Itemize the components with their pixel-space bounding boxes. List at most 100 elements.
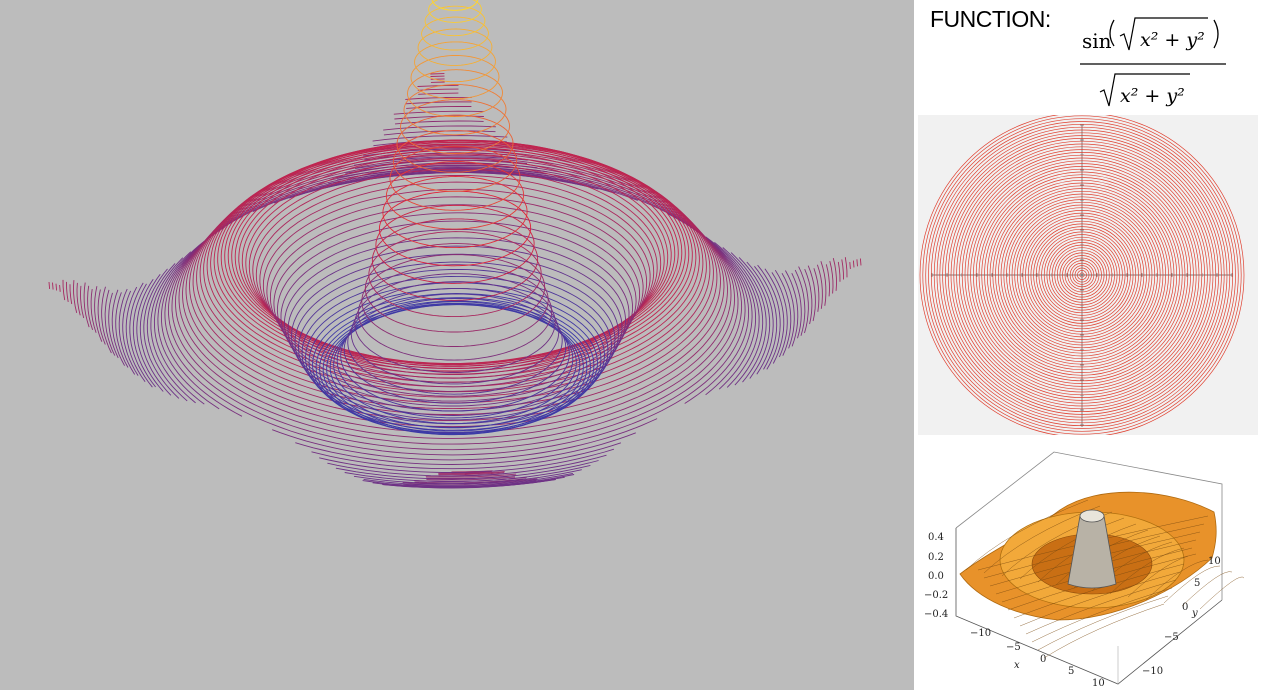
- surface-mesh-line: [1127, 553, 1197, 598]
- contour-ring: [255, 174, 655, 372]
- function-formula: sin x² + y² x² + y²: [1074, 6, 1234, 110]
- surface-peak-top: [1079, 509, 1105, 523]
- contour-ring: [111, 148, 799, 488]
- formula-svg: sin x² + y² x² + y²: [1080, 17, 1226, 107]
- contour-circle: [1054, 247, 1110, 303]
- surface-plot-svg: 0.4 0.2 0.0 −0.2 −0.4 −10 −5 0 5 10 x 10…: [924, 451, 1245, 689]
- contour-ring: [421, 16, 489, 51]
- contour-circle: [1051, 244, 1113, 306]
- contour-ring: [157, 170, 753, 465]
- contour-ring: [294, 261, 616, 421]
- contour-circle: [978, 171, 1186, 379]
- contour-ring: [428, 0, 482, 23]
- contour-ring: [90, 120, 820, 481]
- formula-bottom-radicand: x² + y²: [1120, 85, 1185, 107]
- contour-circle: [1000, 193, 1164, 357]
- contour-circle: [989, 182, 1175, 368]
- contour-circle: [933, 126, 1231, 424]
- contour-ring: [393, 130, 517, 192]
- surface-mesh-line: [1025, 579, 1177, 635]
- contour-circle: [986, 179, 1178, 371]
- contour-ring: [97, 130, 813, 484]
- contour-ring: [125, 162, 785, 488]
- surface-z-tick: 0.4: [928, 532, 944, 543]
- contour-circle: [1041, 234, 1123, 316]
- function-label: FUNCTION:: [930, 6, 1051, 32]
- contour-circle: [919, 115, 1245, 435]
- contour-axes: [931, 124, 1233, 427]
- contour-ring: [241, 153, 669, 365]
- contour-circle: [1043, 236, 1121, 314]
- contour-circle: [1072, 265, 1092, 285]
- contour-lines: [48, 0, 862, 489]
- contour-circle: [1006, 199, 1158, 351]
- formula-sin-text: sin: [1082, 29, 1112, 53]
- contour-circle: [970, 163, 1194, 387]
- contour-ring: [259, 181, 651, 376]
- surface-mesh-line: [965, 499, 1089, 571]
- surface-box-back: [955, 451, 1223, 600]
- contour-circle: [1027, 220, 1137, 330]
- contour-ring: [266, 196, 644, 383]
- surface-x-label: x: [1014, 660, 1020, 671]
- contour-circle: [984, 177, 1180, 373]
- contour-circle: [997, 190, 1167, 360]
- side-panel: FUNCTION: sin x² + y² x² + y²: [914, 0, 1262, 690]
- contour-ring: [122, 159, 788, 489]
- contour-plot-svg: [919, 115, 1245, 435]
- surface-mesh-line: [1037, 595, 1169, 651]
- surface-y-tick: −5: [1164, 632, 1179, 643]
- contour-ring: [276, 220, 634, 397]
- contour-circle: [1035, 228, 1129, 322]
- contour-circle: [992, 185, 1172, 365]
- contour-ring: [424, 5, 486, 37]
- contour-ring: [407, 69, 503, 118]
- contour-ring: [192, 149, 718, 410]
- contour-ring: [364, 243, 546, 333]
- surface-peak: [1067, 515, 1117, 589]
- main-3d-contour-plot: [0, 0, 914, 690]
- contour-circle: [995, 188, 1169, 362]
- surface-box-front: [955, 528, 1223, 685]
- contour-ring: [129, 165, 781, 488]
- contour-circle: [953, 146, 1211, 404]
- surface-mesh-line: [1145, 559, 1209, 601]
- contour-ring: [108, 144, 802, 487]
- surface-mesh-line: [1019, 571, 1181, 627]
- contour-ring: [150, 172, 760, 473]
- contour-circle: [1046, 239, 1118, 311]
- contour-circle: [922, 115, 1242, 435]
- contour-ring: [262, 188, 648, 379]
- contour-circle: [1025, 218, 1139, 332]
- contour-circle: [961, 154, 1203, 396]
- contour-ring: [143, 171, 767, 480]
- surface-mesh: [965, 499, 1245, 659]
- contour-ring: [333, 303, 577, 424]
- contour-ring: [83, 110, 827, 478]
- contour-ring: [132, 167, 778, 486]
- contour-circle: [942, 135, 1222, 415]
- contour-ring: [298, 269, 612, 425]
- contour-circle: [1062, 255, 1102, 295]
- contour-ring: [167, 166, 743, 451]
- contour-circle: [967, 160, 1197, 390]
- contour-ring: [291, 253, 619, 416]
- contour-ring: [350, 281, 560, 385]
- contour-ring: [354, 273, 556, 373]
- contour-plot-panel: [918, 115, 1258, 435]
- contour-circle: [928, 121, 1236, 429]
- contour-ring: [410, 55, 500, 100]
- surface-mesh-line: [1181, 571, 1233, 607]
- contour-circle: [1011, 204, 1153, 346]
- contour-ring: [403, 84, 507, 136]
- contour-ring: [336, 301, 574, 419]
- contour-circle: [1019, 212, 1145, 338]
- contour-ring: [284, 237, 626, 407]
- contour-circle: [959, 152, 1205, 398]
- contour-ring: [308, 288, 602, 433]
- formula-top-radical: [1119, 17, 1208, 51]
- surface-mesh-line: [1031, 587, 1173, 643]
- contour-circle: [1033, 226, 1131, 324]
- contour-ring: [101, 135, 809, 485]
- main-3d-contour-svg: [48, 0, 862, 489]
